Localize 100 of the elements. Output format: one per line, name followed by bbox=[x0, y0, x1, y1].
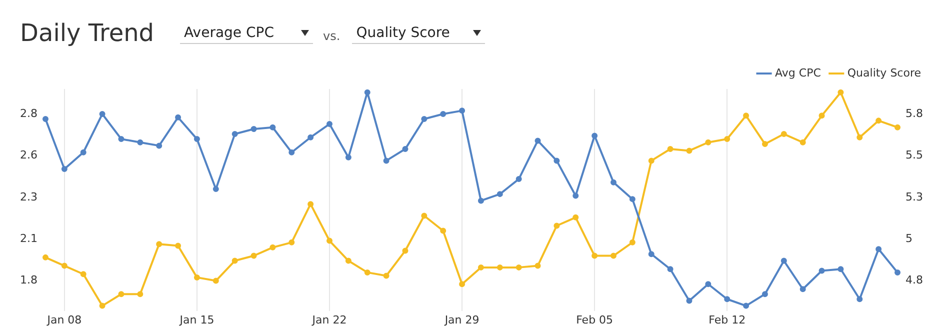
point bbox=[440, 111, 446, 118]
point bbox=[592, 132, 598, 139]
point bbox=[194, 274, 200, 280]
point bbox=[459, 281, 466, 288]
point bbox=[270, 244, 276, 250]
point bbox=[288, 239, 295, 246]
point bbox=[496, 264, 503, 270]
point bbox=[42, 254, 48, 260]
chart-title: Daily Trend bbox=[20, 19, 154, 47]
point bbox=[194, 136, 200, 142]
point bbox=[250, 252, 257, 259]
point bbox=[648, 251, 654, 258]
point bbox=[572, 192, 579, 199]
text: Average CPC bbox=[184, 24, 274, 40]
y2-tick-label: 5.3 bbox=[906, 190, 924, 204]
point bbox=[592, 252, 598, 259]
point bbox=[800, 139, 806, 146]
x-tick-label: Feb 12 bbox=[708, 313, 746, 326]
y-tick-label: 2.8 bbox=[20, 106, 38, 120]
point bbox=[876, 118, 882, 124]
point bbox=[137, 139, 144, 146]
point bbox=[534, 262, 541, 269]
point bbox=[762, 291, 768, 298]
point bbox=[421, 212, 428, 219]
x-tick-label: Jan 08 bbox=[46, 313, 82, 326]
point bbox=[175, 114, 182, 120]
point bbox=[629, 239, 636, 246]
text: Quality Score bbox=[356, 24, 450, 40]
point bbox=[459, 108, 466, 114]
point bbox=[554, 158, 560, 164]
point bbox=[383, 158, 390, 164]
point bbox=[629, 196, 636, 202]
point bbox=[572, 214, 579, 220]
point bbox=[80, 149, 86, 156]
point bbox=[61, 262, 68, 269]
point bbox=[440, 228, 446, 234]
y2-tick-label: 5.5 bbox=[906, 148, 924, 162]
point bbox=[667, 146, 674, 152]
point bbox=[838, 266, 844, 272]
point bbox=[856, 134, 863, 140]
point bbox=[894, 124, 901, 130]
point bbox=[686, 148, 692, 154]
point bbox=[118, 291, 124, 298]
point bbox=[118, 136, 124, 142]
x-tick-label: Jan 15 bbox=[178, 313, 214, 326]
point bbox=[478, 264, 484, 270]
y-tick-label: 1.8 bbox=[20, 274, 38, 287]
point bbox=[724, 136, 730, 142]
point bbox=[345, 154, 352, 160]
legend-label: Quality Score bbox=[847, 66, 922, 80]
point bbox=[156, 142, 162, 149]
point bbox=[421, 116, 428, 122]
point bbox=[42, 116, 48, 122]
point bbox=[99, 302, 106, 309]
point bbox=[894, 269, 901, 276]
point bbox=[780, 258, 787, 264]
point bbox=[838, 89, 844, 96]
point bbox=[288, 149, 295, 156]
point bbox=[326, 238, 332, 244]
point bbox=[402, 248, 408, 254]
point bbox=[648, 158, 654, 164]
point bbox=[705, 281, 712, 288]
point bbox=[780, 131, 787, 138]
point bbox=[667, 266, 674, 272]
point bbox=[818, 268, 825, 274]
point bbox=[762, 141, 768, 148]
y-tick-label: 2.3 bbox=[20, 190, 38, 204]
point bbox=[856, 296, 863, 302]
y-tick-label: 2.1 bbox=[20, 232, 38, 245]
point bbox=[270, 124, 276, 130]
point bbox=[876, 246, 882, 252]
point bbox=[743, 302, 750, 309]
point bbox=[232, 258, 238, 264]
x-tick-label: Feb 05 bbox=[576, 313, 614, 326]
point bbox=[212, 278, 219, 284]
point bbox=[516, 176, 522, 182]
point bbox=[705, 139, 712, 146]
legend-label: Avg CPC bbox=[775, 66, 822, 80]
x-tick-label: Jan 29 bbox=[444, 313, 480, 326]
point bbox=[743, 112, 750, 119]
point bbox=[724, 296, 730, 302]
point bbox=[516, 264, 522, 270]
point bbox=[137, 291, 144, 298]
point bbox=[345, 258, 352, 264]
point bbox=[496, 191, 503, 198]
point bbox=[800, 286, 806, 292]
point bbox=[534, 138, 541, 144]
point bbox=[610, 252, 616, 259]
point bbox=[212, 186, 219, 192]
point bbox=[686, 298, 692, 304]
y-tick-label: 2.6 bbox=[20, 148, 38, 162]
point bbox=[478, 198, 484, 204]
text: vs. bbox=[323, 29, 340, 43]
y2-tick-label: 5 bbox=[906, 232, 913, 245]
point bbox=[250, 126, 257, 132]
point bbox=[818, 112, 825, 119]
point bbox=[99, 111, 106, 118]
point bbox=[61, 166, 68, 172]
point bbox=[232, 131, 238, 138]
point bbox=[554, 222, 560, 229]
